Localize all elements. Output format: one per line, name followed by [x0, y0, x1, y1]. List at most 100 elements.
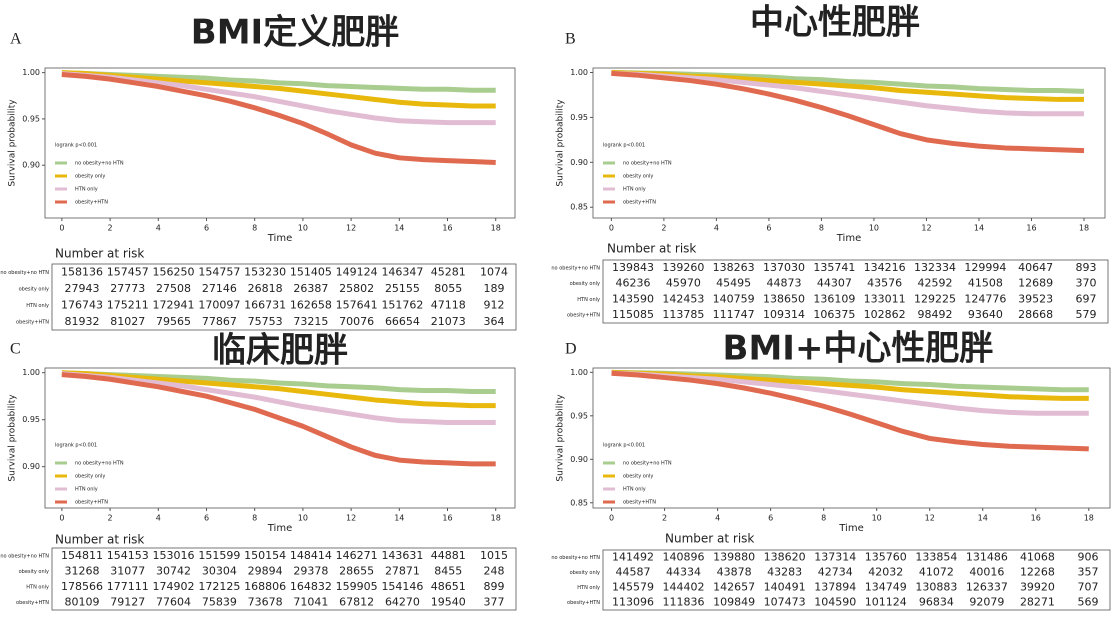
risk-table-frame	[602, 549, 1111, 611]
survival-curve	[611, 70, 1084, 117]
risk-count: 92079	[969, 596, 1004, 609]
x-tick-label: 4	[156, 514, 161, 523]
x-tick-label: 2	[108, 514, 113, 523]
risk-count: 377	[484, 595, 505, 608]
legend-label: no obesity+no HTN	[623, 161, 672, 167]
risk-count: 41068	[1020, 551, 1055, 564]
plot-frame	[592, 67, 1106, 219]
risk-count: 899	[484, 580, 505, 593]
risk-count: 146271	[336, 549, 378, 562]
risk-count: 43283	[767, 566, 802, 579]
x-tick-label: 10	[298, 224, 308, 233]
x-tick-label: 0	[609, 514, 614, 523]
risk-count: 64270	[385, 595, 420, 608]
x-tick-label: 18	[491, 514, 501, 523]
survival-curve	[61, 71, 496, 126]
risk-count: 1074	[480, 265, 508, 278]
risk-table-frame	[51, 263, 517, 331]
x-tick-label: 10	[872, 514, 882, 523]
x-tick-label: 6	[204, 224, 209, 233]
risk-count: 44307	[817, 277, 852, 290]
risk-count: 40016	[969, 566, 1004, 579]
risk-count: 172125	[198, 580, 240, 593]
risk-count: 142453	[662, 292, 704, 305]
risk-count: 27773	[110, 282, 145, 295]
risk-count: 139260	[662, 261, 704, 274]
risk-count: 79127	[110, 595, 145, 608]
risk-row-label: no obesity+no HTN	[551, 555, 600, 561]
risk-count: 98492	[918, 308, 953, 321]
risk-count: 175211	[107, 298, 149, 311]
x-tick-label: 2	[662, 514, 667, 523]
legend-label: HTN only	[623, 487, 646, 493]
survival-curve	[611, 370, 1089, 416]
y-tick-label: 0.95	[570, 411, 588, 420]
risk-count: 134216	[864, 261, 906, 274]
risk-count: 41072	[919, 566, 954, 579]
y-axis-label: Survival probability	[8, 394, 18, 482]
risk-count: 44587	[616, 566, 651, 579]
risk-count: 141492	[612, 551, 654, 564]
annotation: logrank p<0.001	[603, 443, 645, 449]
risk-count: 45281	[431, 265, 466, 278]
risk-count: 126337	[966, 581, 1008, 594]
x-tick-label: 12	[925, 514, 935, 523]
risk-count: 73678	[248, 595, 283, 608]
survival-curve	[61, 71, 496, 165]
risk-count: 19540	[431, 595, 466, 608]
annotation: logrank p<0.001	[55, 143, 97, 149]
risk-count: 143631	[381, 549, 423, 562]
risk-count: 153016	[153, 549, 195, 562]
risk-count: 101124	[865, 596, 907, 609]
risk-count: 569	[1078, 596, 1099, 609]
legend-label: obesity only	[75, 174, 105, 180]
x-axis-label: Time	[267, 523, 292, 534]
risk-row-label: obesity+HTN	[567, 600, 600, 606]
risk-count: 158136	[61, 265, 103, 278]
risk-count: 150154	[244, 549, 286, 562]
risk-count: 134749	[865, 581, 907, 594]
risk-count: 29894	[248, 564, 283, 577]
x-tick-label: 0	[59, 514, 64, 523]
survival-curve	[61, 370, 496, 409]
risk-count: 137314	[814, 551, 856, 564]
risk-count: 133854	[915, 551, 957, 564]
risk-count: 159905	[336, 580, 378, 593]
risk-row-label: obesity+HTN	[567, 313, 600, 319]
y-tick-label: 1.00	[570, 68, 588, 77]
x-tick-label: 2	[661, 224, 666, 233]
y-tick-label: 0.95	[22, 415, 40, 424]
risk-row-label: HTN only	[577, 297, 600, 303]
risk-count: 48651	[431, 580, 466, 593]
risk-count: 697	[1076, 292, 1097, 305]
risk-count: 146347	[381, 265, 423, 278]
legend-label: no obesity+no HTN	[75, 461, 124, 467]
risk-count: 111836	[663, 596, 705, 609]
y-axis-label: Survival probability	[556, 394, 566, 482]
risk-count: 140759	[713, 292, 755, 305]
x-tick-label: 10	[869, 224, 879, 233]
risk-count: 162658	[290, 298, 332, 311]
risk-count: 136109	[813, 292, 855, 305]
risk-count: 140491	[764, 581, 806, 594]
legend-label: HTN only	[623, 187, 646, 193]
risk-count: 170097	[198, 298, 240, 311]
risk-count: 111747	[713, 308, 755, 321]
risk-table-frame	[51, 547, 517, 611]
risk-count: 81932	[65, 315, 100, 328]
survival-curve	[61, 70, 496, 109]
risk-count: 8055	[434, 282, 462, 295]
risk-count: 25802	[339, 282, 374, 295]
risk-count: 154757	[198, 265, 240, 278]
risk-count: 73215	[293, 315, 328, 328]
risk-count: 96834	[919, 596, 954, 609]
risk-count: 143590	[612, 292, 654, 305]
legend-label: obesity+HTN	[75, 200, 108, 206]
risk-count: 135760	[865, 551, 907, 564]
y-tick-label: 0.90	[22, 161, 40, 170]
panel-title: 临床肥胖	[212, 331, 348, 371]
risk-count: 145579	[612, 581, 654, 594]
legend-label: no obesity+no HTN	[623, 461, 672, 467]
risk-count: 80109	[65, 595, 100, 608]
risk-count: 47118	[431, 298, 466, 311]
